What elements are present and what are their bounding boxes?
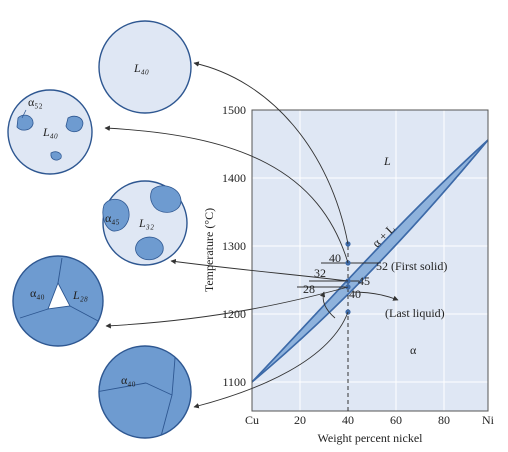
last-liquid-arrow: [351, 291, 399, 301]
y-axis: 1100 1200 1300 1400 1500 Temperature (°C…: [202, 103, 246, 389]
y-tick-1200: 1200: [222, 307, 246, 321]
micro2-alpha-label: α₅₂: [28, 95, 43, 109]
x-tick-40: 40: [342, 413, 354, 427]
leader-arrows: [104, 61, 349, 409]
micro2-liquid-label: L₄₀: [42, 125, 58, 139]
x-tick-20: 20: [294, 413, 306, 427]
annotation-40-solidus: 40: [349, 287, 361, 301]
plot-frame: [251, 109, 489, 412]
annotation-52-first-solid: 52 (First solid): [376, 259, 447, 273]
first-solid-arrow: [319, 291, 336, 319]
x-tick-cu: Cu: [245, 413, 259, 427]
y-tick-1500: 1500: [222, 103, 246, 117]
solidus-curve: [251, 139, 489, 383]
liquidus-curve: [251, 139, 489, 383]
x-axis: Cu 20 40 60 80 Ni Weight percent nickel: [245, 413, 495, 445]
microstructure-liquid-40: L₄₀: [98, 20, 192, 114]
micro1-liquid-label: L₄₀: [133, 61, 149, 75]
microstructure-first-solid: α₅₂ L₄₀: [7, 89, 93, 175]
x-tick-60: 60: [390, 413, 402, 427]
annotation-28: 28: [303, 282, 315, 296]
x-tick-80: 80: [438, 413, 450, 427]
annotation-40-liquidus: 40: [329, 251, 341, 265]
annotation-45: 45: [358, 274, 370, 288]
annotation-32: 32: [314, 266, 326, 280]
micro4-alpha-label: α₄₀: [30, 286, 45, 300]
y-axis-label: Temperature (°C): [202, 208, 216, 292]
grid-lines: [252, 110, 488, 411]
microstructure-alpha40-liquid28: α₄₀ L₂₈: [12, 255, 104, 347]
plot-area: L α + L α 40 32 28 52 (First solid) 45 4…: [202, 103, 495, 445]
micro5-alpha-label: α₄₀: [121, 373, 136, 387]
y-tick-1400: 1400: [222, 171, 246, 185]
y-tick-1300: 1300: [222, 239, 246, 253]
microstructure-alpha45-liquid32: α₄₅ L₃₂: [102, 180, 188, 266]
micro4-liquid-label: L₂₈: [72, 288, 88, 302]
micro3-liquid-label: L₃₂: [138, 216, 154, 230]
x-tick-ni: Ni: [482, 413, 495, 427]
region-label-solid: α: [410, 343, 417, 357]
micro3-alpha-label: α₄₅: [105, 211, 120, 225]
region-label-liquid: L: [383, 154, 391, 168]
y-tick-1100: 1100: [222, 375, 246, 389]
microstructure-alpha40-solid: α₄₀: [98, 345, 192, 439]
annotation-last-liquid: (Last liquid): [385, 306, 445, 320]
x-axis-label: Weight percent nickel: [318, 431, 424, 445]
